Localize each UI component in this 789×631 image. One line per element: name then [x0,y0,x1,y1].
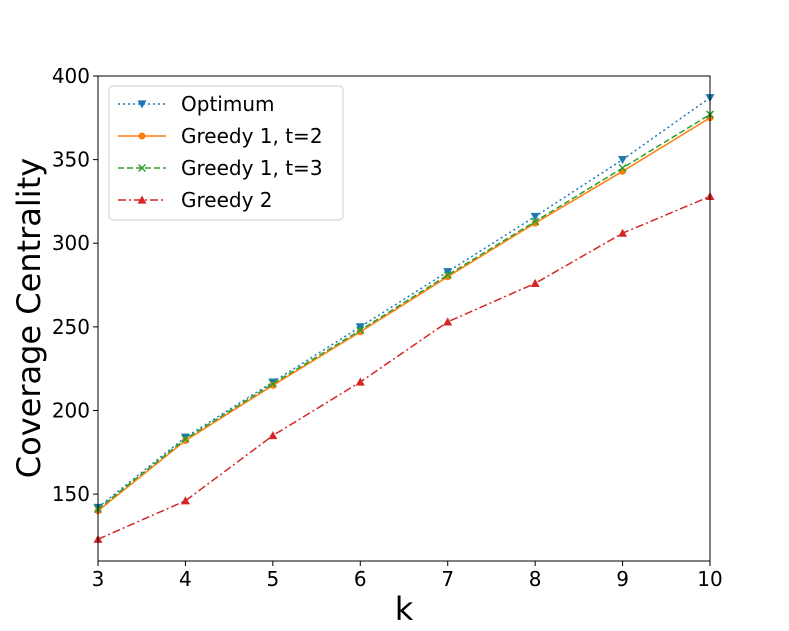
data-point [443,268,453,277]
legend-label: Greedy 1, t=3 [181,156,323,180]
series-4 [93,191,715,543]
data-point [181,434,190,443]
series-line [97,97,711,509]
legend-label: Greedy 2 [181,188,273,212]
data-point [356,328,364,336]
x-tick-label: 6 [354,567,367,591]
data-point [355,323,365,332]
data-point [268,379,277,388]
data-point [530,278,540,287]
data-point [618,163,627,173]
data-point [618,156,628,165]
axis-ticks: 3 4 5 6 7 8 9 10 150 200 250 300 350 400 [52,64,723,591]
y-tick-label: 200 [52,398,90,422]
legend-marker [137,100,147,109]
legend-marker [138,132,146,140]
legend-marker [137,163,147,173]
series-line [97,195,711,540]
data-point [268,431,278,440]
legend-label: Optimum [181,92,274,116]
legend: Optimum Greedy 1, t=2 Greedy 1, t=3 Greedy … [108,85,344,221]
data-point [444,273,452,281]
x-tick-label: 4 [179,567,192,591]
data-point [181,437,189,445]
legend-marker [137,195,147,204]
series-line [97,113,711,510]
legend-box [108,85,344,221]
x-tick-label: 5 [266,567,279,591]
x-tick-label: 9 [616,567,629,591]
y-tick-label: 350 [52,148,90,172]
x-axis-label: k [395,590,414,628]
series-line [97,117,711,512]
data-point [443,270,452,280]
x-tick-label: 7 [441,567,454,591]
data-point [530,212,540,221]
legend-label: Greedy 1, t=2 [181,124,323,148]
data-point [531,219,539,227]
x-tick-label: 10 [697,567,722,591]
y-axis-label: Coverage Centrality [10,158,48,478]
data-point [356,326,365,335]
data-point [531,217,540,226]
data-point [269,381,277,389]
x-tick-label: 8 [529,567,542,591]
data-point [618,228,628,237]
y-tick-label: 300 [52,231,90,255]
x-tick-label: 3 [92,567,105,591]
y-tick-label: 250 [52,315,90,339]
data-point [180,496,190,505]
y-tick-label: 150 [52,482,90,506]
data-point [443,317,453,326]
plot-frame [97,75,711,562]
data-point [355,377,365,386]
y-tick-label: 400 [52,64,90,88]
